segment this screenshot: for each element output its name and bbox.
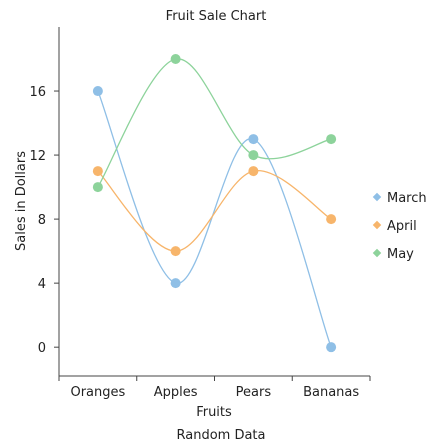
data-point-march <box>92 86 103 97</box>
legend-marker-may <box>372 248 382 258</box>
series-line-march <box>97 90 332 348</box>
x-tick-label: Oranges <box>70 385 125 400</box>
data-point-march <box>248 134 259 145</box>
data-point-may <box>248 150 259 161</box>
legend-marker-march <box>372 192 382 202</box>
data-point-may <box>92 182 103 193</box>
y-tick-label: 16 <box>29 85 46 100</box>
chart-title: Fruit Sale Chart <box>166 9 267 24</box>
x-tick-label: Bananas <box>303 385 359 400</box>
y-tick-label: 8 <box>38 213 46 228</box>
series-line-may <box>97 58 332 188</box>
y-axis-label: Sales in Dollars <box>14 151 29 251</box>
legend-label-may: May <box>387 247 414 262</box>
y-tick-label: 12 <box>29 149 46 164</box>
y-tick-label: 0 <box>38 341 46 356</box>
chart-subtitle: Random Data <box>177 428 266 443</box>
x-tick-label: Apples <box>154 385 198 400</box>
data-point-march <box>326 342 337 353</box>
x-axis-ticks: Oranges Apples Pears Bananas <box>58 376 371 400</box>
series-line-april <box>97 170 332 252</box>
series-lines <box>97 58 332 348</box>
y-axis-ticks: 0 4 8 12 16 <box>29 85 59 356</box>
data-point-april <box>170 246 181 257</box>
data-point-may <box>170 54 181 65</box>
legend-marker-april <box>372 220 382 230</box>
data-point-march <box>170 278 181 289</box>
data-point-april <box>326 214 337 225</box>
data-point-april <box>248 166 259 177</box>
y-tick-label: 4 <box>38 277 46 292</box>
x-axis-label: Fruits <box>196 405 232 420</box>
x-tick-label: Pears <box>236 385 272 400</box>
legend: March April May <box>372 191 427 262</box>
series-points <box>92 54 337 353</box>
legend-label-april: April <box>387 219 417 234</box>
data-point-may <box>326 134 337 145</box>
data-point-april <box>92 166 103 177</box>
legend-label-march: March <box>387 191 427 206</box>
